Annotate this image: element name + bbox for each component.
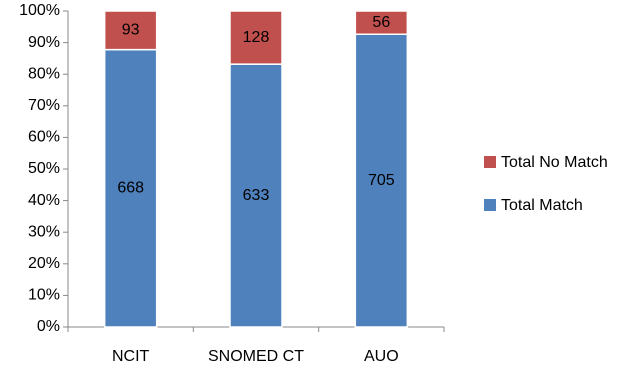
y-tick-label: 50%	[28, 160, 60, 177]
y-tick-label: 90%	[28, 34, 60, 51]
y-tick-label: 70%	[28, 97, 60, 114]
legend-swatch	[484, 199, 496, 211]
data-label: 128	[243, 29, 270, 46]
y-tick-label: 100%	[19, 2, 60, 19]
data-label: 705	[368, 172, 395, 189]
bar-segment	[354, 33, 409, 328]
data-label: 668	[117, 180, 144, 197]
data-label: 93	[122, 22, 140, 39]
bar-segment	[229, 10, 283, 65]
y-tick-label: 60%	[28, 129, 60, 146]
bar-segment	[229, 63, 283, 328]
legend-label: Total No Match	[501, 154, 608, 171]
y-tick-label: 0%	[37, 318, 60, 335]
bar-segment	[103, 10, 158, 51]
y-tick-label: 80%	[28, 65, 60, 82]
bar-segment	[103, 48, 158, 328]
y-tick-label: 30%	[28, 223, 60, 240]
y-tick-label: 20%	[28, 255, 60, 272]
y-tick-label: 10%	[28, 287, 60, 304]
legend-label: Total Match	[501, 197, 583, 214]
data-label: 56	[372, 14, 390, 31]
x-tick-label: AUO	[364, 348, 399, 365]
y-tick-label: 40%	[28, 192, 60, 209]
bar-segment	[354, 10, 409, 36]
data-label: 633	[243, 187, 270, 204]
x-tick-label: SNOMED CT	[208, 348, 304, 365]
x-tick-label: NCIT	[112, 348, 150, 365]
legend-swatch	[484, 156, 496, 168]
